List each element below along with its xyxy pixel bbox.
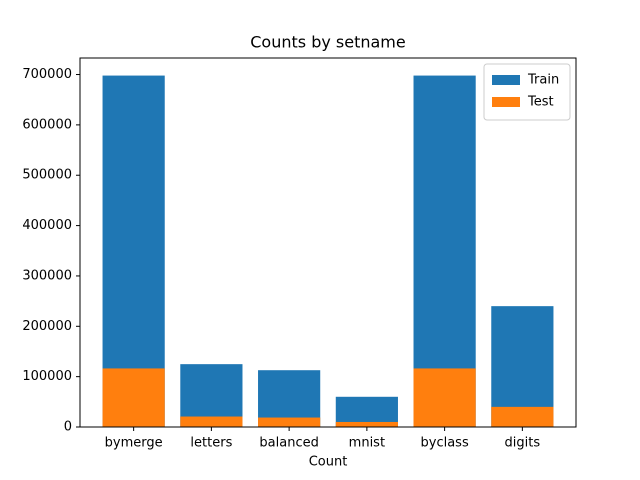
x-tick-label: mnist xyxy=(349,436,385,451)
bar xyxy=(491,406,554,427)
y-tick-label: 200000 xyxy=(22,319,72,334)
bar xyxy=(335,421,398,427)
y-tick-label: 700000 xyxy=(22,67,72,82)
bar xyxy=(413,368,476,427)
chart-title: Counts by setname xyxy=(250,33,405,52)
y-tick-label: 500000 xyxy=(22,168,72,183)
legend-label: Test xyxy=(527,95,554,110)
legend-label: Train xyxy=(527,73,559,88)
x-tick-label: bymerge xyxy=(105,436,163,451)
plot-frame xyxy=(79,57,577,428)
y-tick-label: 300000 xyxy=(22,268,72,283)
y-tick-label: 0 xyxy=(64,420,72,435)
legend-swatch xyxy=(492,97,520,107)
y-tick-label: 400000 xyxy=(22,218,72,233)
bar xyxy=(102,368,165,427)
x-tick-label: byclass xyxy=(421,436,469,451)
legend: Train Test xyxy=(483,63,571,121)
y-tick-label: 100000 xyxy=(22,369,72,384)
x-axis-label: Count xyxy=(309,455,348,470)
legend-swatch xyxy=(492,75,520,85)
x-tick-label: digits xyxy=(505,436,541,451)
y-tick-label: 600000 xyxy=(22,117,72,132)
x-tick-label: letters xyxy=(190,436,232,451)
x-tick-label: balanced xyxy=(259,436,318,451)
bar xyxy=(258,417,321,427)
bar xyxy=(180,416,243,427)
